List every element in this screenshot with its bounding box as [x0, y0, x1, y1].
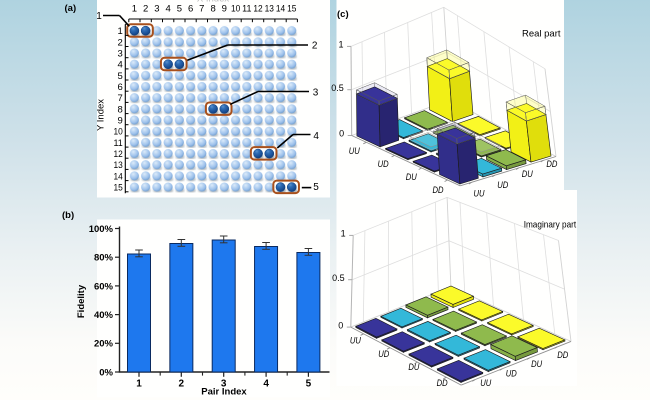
svg-text:12: 12	[114, 149, 123, 160]
svg-text:0.5: 0.5	[331, 83, 344, 93]
svg-text:DD: DD	[546, 159, 557, 169]
svg-text:1: 1	[96, 11, 102, 22]
svg-text:2: 2	[179, 379, 185, 390]
svg-text:11: 11	[114, 138, 123, 149]
svg-text:3: 3	[221, 379, 227, 390]
svg-text:(c): (c)	[337, 9, 349, 20]
svg-text:7: 7	[118, 93, 123, 104]
svg-text:5: 5	[313, 182, 319, 193]
svg-text:6: 6	[118, 82, 123, 93]
svg-text:UU: UU	[350, 335, 361, 345]
svg-text:13: 13	[114, 160, 123, 171]
svg-text:0: 0	[338, 320, 343, 330]
svg-text:14: 14	[276, 3, 285, 14]
svg-text:20%: 20%	[94, 339, 114, 350]
svg-text:9: 9	[118, 116, 123, 127]
svg-text:1: 1	[341, 229, 346, 239]
svg-text:1: 1	[136, 379, 142, 390]
svg-text:100%: 100%	[89, 224, 114, 235]
svg-text:UD: UD	[378, 349, 389, 359]
svg-text:UU: UU	[474, 189, 485, 199]
svg-text:(a): (a)	[65, 3, 77, 14]
svg-text:UU: UU	[349, 146, 360, 156]
svg-text:Pair Index: Pair Index	[201, 387, 247, 398]
svg-text:5: 5	[177, 3, 182, 14]
svg-text:15: 15	[287, 3, 296, 14]
svg-text:UD: UD	[497, 180, 508, 190]
svg-text:UD: UD	[378, 159, 389, 169]
svg-text:Imaginary part: Imaginary part	[524, 219, 577, 230]
svg-text:4: 4	[118, 60, 123, 71]
svg-text:40%: 40%	[94, 310, 114, 321]
svg-text:8: 8	[210, 3, 215, 14]
svg-text:60%: 60%	[94, 281, 114, 292]
svg-text:15: 15	[114, 183, 123, 194]
svg-text:4: 4	[263, 379, 269, 390]
svg-text:Fidelity: Fidelity	[76, 284, 87, 318]
svg-text:DU: DU	[531, 359, 542, 369]
svg-text:0%: 0%	[99, 367, 113, 378]
svg-text:1: 1	[338, 40, 343, 50]
svg-text:2: 2	[143, 3, 148, 14]
svg-text:6: 6	[188, 3, 193, 14]
svg-text:10: 10	[114, 127, 123, 138]
svg-text:0.5: 0.5	[332, 273, 345, 283]
svg-text:X Index: X Index	[197, 0, 229, 4]
svg-text:DU: DU	[522, 169, 533, 179]
svg-text:2: 2	[312, 41, 318, 52]
svg-text:12: 12	[253, 3, 262, 14]
svg-text:80%: 80%	[94, 253, 114, 264]
svg-text:DD: DD	[437, 378, 448, 388]
svg-text:Y Index: Y Index	[96, 99, 107, 131]
svg-text:11: 11	[242, 3, 251, 14]
svg-text:Real part: Real part	[522, 28, 561, 39]
svg-text:DD: DD	[557, 350, 568, 360]
svg-text:DU: DU	[406, 172, 417, 182]
svg-text:1: 1	[118, 26, 123, 37]
svg-text:14: 14	[114, 171, 123, 182]
svg-text:(b): (b)	[62, 210, 74, 221]
svg-text:3: 3	[154, 3, 159, 14]
svg-text:DU: DU	[408, 362, 419, 372]
svg-text:9: 9	[222, 3, 227, 14]
svg-text:3: 3	[118, 48, 123, 59]
svg-text:10: 10	[231, 3, 240, 14]
svg-text:UD: UD	[506, 368, 517, 378]
svg-text:4: 4	[165, 3, 170, 14]
svg-text:3: 3	[313, 88, 319, 99]
svg-text:0: 0	[339, 129, 344, 139]
svg-text:DD: DD	[433, 185, 444, 195]
svg-text:13: 13	[265, 3, 274, 14]
svg-text:8: 8	[118, 104, 123, 115]
svg-text:7: 7	[199, 3, 204, 14]
svg-text:UU: UU	[480, 378, 491, 388]
svg-text:5: 5	[118, 71, 123, 82]
svg-text:2: 2	[118, 37, 123, 48]
svg-text:4: 4	[313, 131, 319, 142]
svg-text:1: 1	[132, 3, 137, 14]
svg-text:5: 5	[306, 379, 312, 390]
